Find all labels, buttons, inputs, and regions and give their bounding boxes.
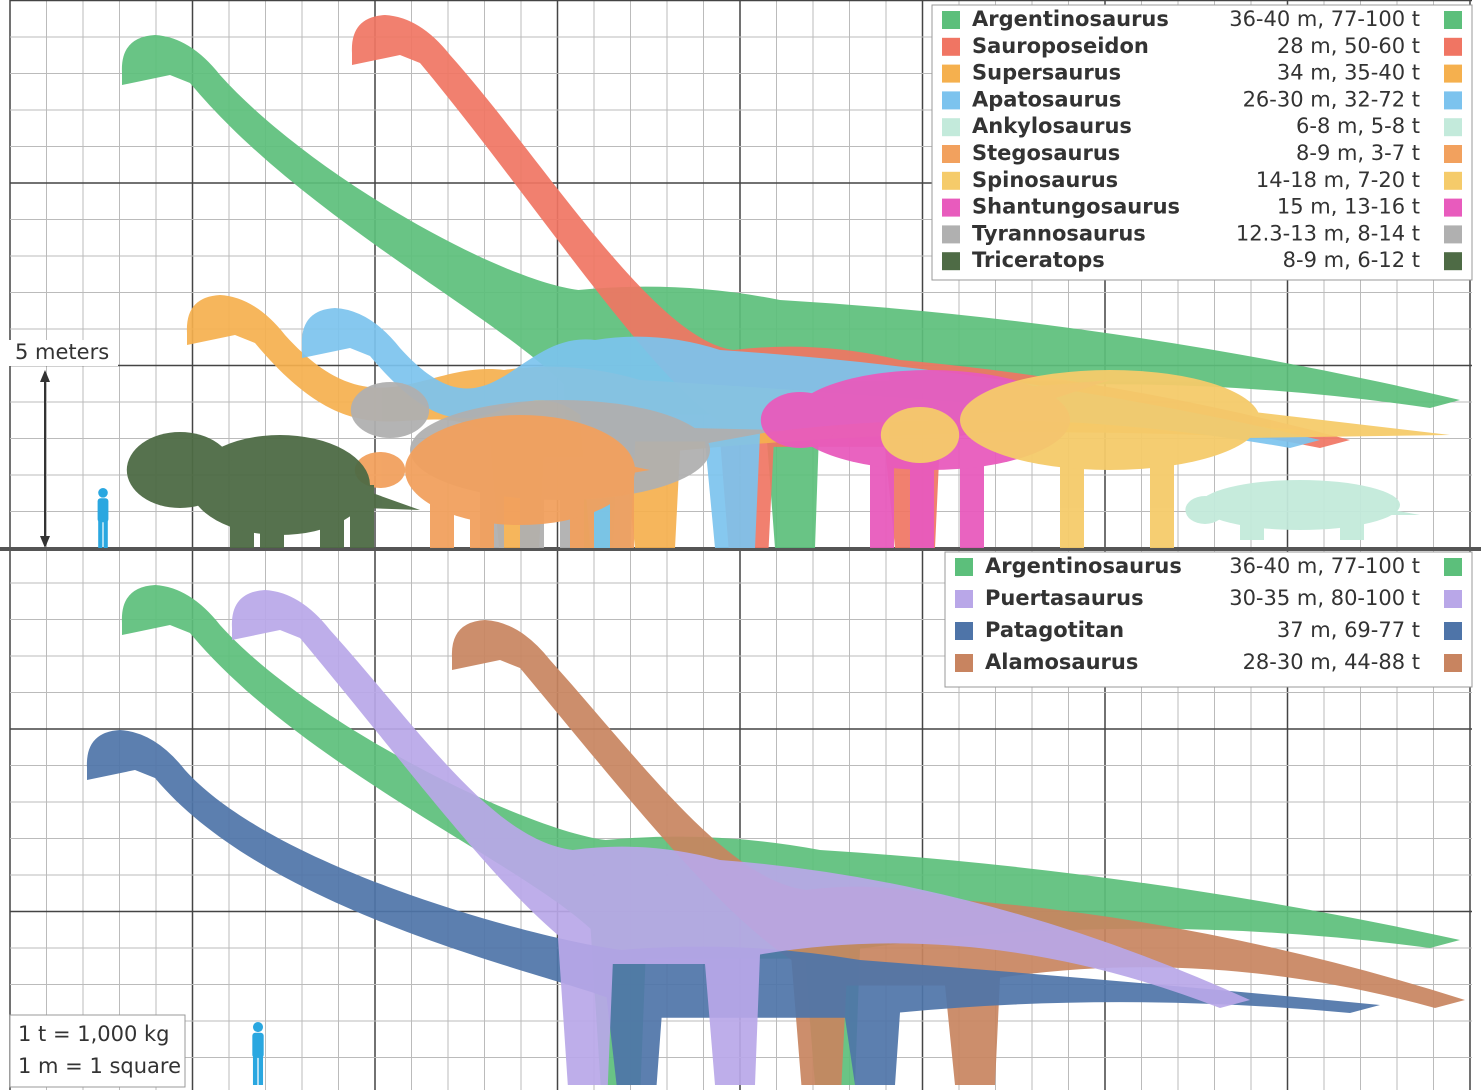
legend-swatch (1444, 199, 1462, 217)
head (881, 407, 959, 463)
body (960, 370, 1260, 470)
legend-swatch (955, 590, 973, 608)
legend-swatch (1444, 65, 1462, 83)
scale-label: 5 meters (15, 340, 109, 364)
legend-swatch (942, 65, 960, 83)
head (98, 488, 108, 498)
legend-swatch (955, 558, 973, 576)
legend-size: 36-40 m, 77-100 t (1229, 7, 1420, 31)
legend-swatch (1444, 11, 1462, 29)
legend-swatch (942, 118, 960, 136)
legend-swatch (1444, 558, 1462, 576)
legend-swatch (942, 91, 960, 109)
leg (104, 521, 108, 548)
legend-swatch (942, 225, 960, 243)
legend-swatch (955, 622, 973, 640)
legend-swatch (942, 199, 960, 217)
legend-swatch (942, 38, 960, 56)
legend-size: 15 m, 13-16 t (1277, 195, 1420, 219)
legend-size: 30-35 m, 80-100 t (1229, 586, 1420, 610)
head (1185, 496, 1224, 524)
body (98, 498, 109, 522)
legend-swatch (1444, 225, 1462, 243)
legend-swatch (1444, 145, 1462, 163)
legend-size: 28-30 m, 44-88 t (1243, 650, 1420, 674)
legend-name: Ankylosaurus (972, 114, 1132, 138)
legend-name: Puertasaurus (985, 586, 1144, 610)
leg (259, 1057, 263, 1085)
legend-size: 8-9 m, 3-7 t (1296, 141, 1420, 165)
legend-name: Tyrannosaurus (972, 221, 1146, 245)
size-comparison: 5 meters 1 t = 1,000 kg 1 m = 1 square A… (0, 0, 1481, 1090)
legend-name: Sauroposeidon (972, 34, 1149, 58)
legend-name: Patagotitan (985, 618, 1124, 642)
head (127, 432, 233, 508)
legend-size: 14-18 m, 7-20 t (1256, 168, 1420, 192)
legend-name: Apatosaurus (972, 87, 1121, 111)
legend-size: 6-8 m, 5-8 t (1296, 114, 1420, 138)
legend-size: 26-30 m, 32-72 t (1243, 87, 1420, 111)
legend-swatch (942, 11, 960, 29)
legend-name: Alamosaurus (985, 650, 1138, 674)
legend-swatch (955, 654, 973, 672)
legend-name: Shantungosaurus (972, 195, 1180, 219)
legend-size: 37 m, 69-77 t (1277, 618, 1420, 642)
legend-name: Spinosaurus (972, 168, 1118, 192)
legend-size: 28 m, 50-60 t (1277, 34, 1420, 58)
legend-size: 34 m, 35-40 t (1277, 61, 1420, 85)
leg (253, 1057, 257, 1085)
legend-size: 8-9 m, 6-12 t (1283, 248, 1420, 272)
legend-swatch (1444, 38, 1462, 56)
head (761, 392, 839, 448)
head (253, 1022, 263, 1032)
legend-swatch (1444, 91, 1462, 109)
legend-name: Argentinosaurus (972, 7, 1169, 31)
legend-swatch (942, 145, 960, 163)
body (252, 1033, 263, 1058)
legend-name: Argentinosaurus (985, 554, 1182, 578)
head (351, 382, 429, 438)
legend-name: Supersaurus (972, 61, 1121, 85)
legend-name: Triceratops (972, 248, 1105, 272)
note: 1 t = 1,000 kg (18, 1022, 170, 1046)
legend-size: 36-40 m, 77-100 t (1229, 554, 1420, 578)
legend-swatch (942, 172, 960, 190)
legend-name: Stegosaurus (972, 141, 1120, 165)
body (1200, 480, 1400, 530)
legend-swatch (1444, 590, 1462, 608)
page: 5 meters 1 t = 1,000 kg 1 m = 1 square A… (0, 0, 1481, 1090)
legend-swatch (1444, 622, 1462, 640)
note: 1 m = 1 square (18, 1054, 181, 1078)
legend-size: 12.3-13 m, 8-14 t (1236, 221, 1420, 245)
legend-swatch (942, 252, 960, 270)
legend-swatch (1444, 172, 1462, 190)
body (405, 415, 635, 525)
legend-swatch (1444, 118, 1462, 136)
leg (98, 521, 102, 548)
legend-swatch (1444, 654, 1462, 672)
legend-swatch (1444, 252, 1462, 270)
